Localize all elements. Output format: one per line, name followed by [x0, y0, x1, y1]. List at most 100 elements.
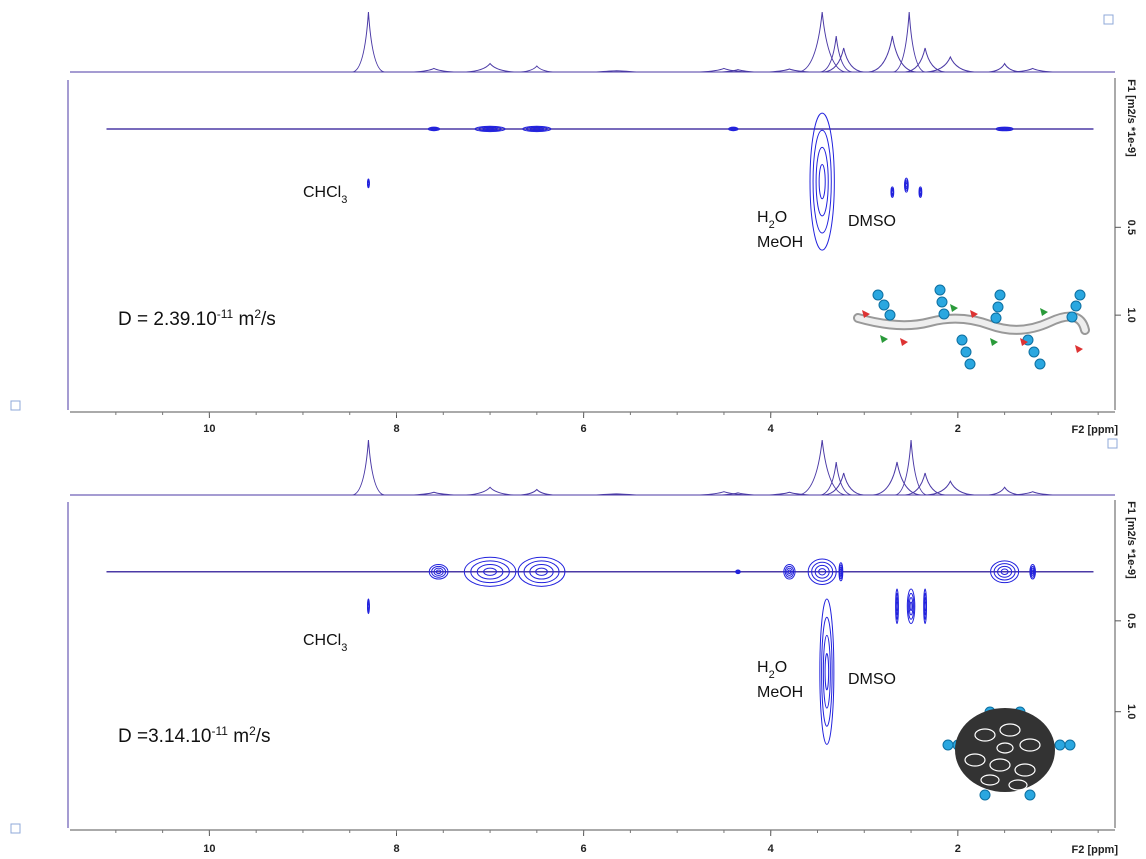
- annotation-part: DMSO: [848, 213, 896, 230]
- projection-peak: [721, 69, 755, 73]
- annotation: D = 2.39.10-11 m2/s: [118, 307, 276, 330]
- marker: [1103, 14, 1114, 25]
- annotation-part: CHCl: [303, 632, 341, 649]
- projection-peak: [894, 439, 928, 496]
- contour: [919, 190, 922, 194]
- y-axis-label: F1 [m2/s *1e-9]: [1125, 501, 1137, 579]
- projection-peak: [520, 65, 553, 73]
- contour: [731, 127, 735, 131]
- contour: [1030, 565, 1036, 578]
- contour: [478, 126, 502, 132]
- projection-peak: [352, 439, 385, 496]
- x-tick-label: 6: [581, 843, 587, 855]
- contour: [470, 560, 510, 584]
- y-tick-label: 0.5: [1125, 220, 1137, 235]
- contour: [821, 616, 833, 727]
- contour: [522, 125, 552, 133]
- contour: [1031, 569, 1034, 575]
- projection-peak: [820, 35, 853, 73]
- annotation-part: CHCl: [303, 184, 341, 201]
- contour: [906, 588, 916, 625]
- contour: [824, 653, 830, 691]
- contour: [839, 569, 843, 575]
- annotation: CHCl3: [303, 632, 347, 654]
- projection-peak: [1012, 67, 1053, 73]
- y-tick-label: 1.0: [1125, 307, 1137, 322]
- projection-peak: [905, 47, 946, 73]
- projection-peak: [413, 67, 454, 73]
- annotation-part: 2: [254, 307, 261, 321]
- x-tick-label: 4: [768, 423, 775, 435]
- contour: [535, 567, 548, 576]
- contour: [822, 634, 831, 709]
- contour: [736, 570, 740, 574]
- projection-peak: [823, 47, 864, 73]
- contour: [786, 567, 793, 576]
- molecule-illustration: [942, 706, 1076, 801]
- y-tick-label: 0.5: [1125, 613, 1137, 628]
- contour: [1029, 564, 1036, 580]
- y-axis-label: F1 [m2/s *1e-9]: [1125, 79, 1137, 157]
- contour: [435, 569, 442, 575]
- marker: [10, 400, 21, 411]
- y-tick-label: 1.0: [1125, 704, 1137, 719]
- x-tick-label: 2: [955, 843, 961, 855]
- projection-peak: [466, 62, 515, 73]
- annotation: MeOH: [757, 234, 803, 251]
- annotation-part: -11: [217, 307, 234, 321]
- contour: [908, 597, 914, 616]
- contour: [529, 564, 554, 580]
- annotation-part: 2: [769, 219, 775, 231]
- contour: [532, 127, 541, 131]
- contour: [367, 603, 370, 609]
- contour: [787, 569, 792, 575]
- contour: [517, 556, 566, 587]
- annotation: H2O: [757, 659, 787, 681]
- contour: [818, 164, 826, 200]
- projection-peak: [352, 11, 385, 73]
- annotation-part: DMSO: [848, 671, 896, 688]
- contour: [432, 127, 436, 131]
- contour: [1030, 567, 1035, 576]
- annotation-part: H: [757, 209, 769, 226]
- contour: [812, 129, 832, 234]
- projection-peak: [820, 461, 853, 496]
- annotation-part: H: [757, 659, 769, 676]
- x-tick-label: 10: [203, 423, 215, 435]
- projection-peak: [823, 472, 864, 496]
- projection-peak: [988, 486, 1021, 496]
- x-tick-label: 4: [768, 843, 775, 855]
- contour: [523, 560, 560, 584]
- contour: [990, 560, 1020, 584]
- annotation: D =3.14.10-11 m2/s: [118, 724, 271, 747]
- x-axis-label: F2 [ppm]: [1072, 844, 1119, 856]
- x-tick-label: 2: [955, 423, 961, 435]
- contour: [485, 127, 495, 131]
- annotation-part: m: [233, 309, 254, 330]
- x-tick-label: 10: [203, 843, 215, 855]
- marker: [10, 823, 21, 834]
- annotation: H2O: [757, 209, 787, 231]
- contour: [891, 190, 894, 194]
- projection-peak: [1012, 491, 1053, 496]
- annotation-part: -11: [212, 724, 229, 738]
- contour: [476, 564, 504, 580]
- annotation-part: /s: [256, 726, 271, 747]
- projection-peak: [721, 492, 755, 496]
- contour: [784, 565, 795, 578]
- contour: [814, 564, 830, 579]
- contour: [483, 567, 497, 576]
- contour: [474, 125, 506, 133]
- contour: [431, 565, 447, 578]
- projection-peak: [413, 491, 454, 496]
- contour: [807, 558, 837, 585]
- annotation-part: 3: [341, 642, 347, 654]
- projection-peak: [798, 11, 847, 73]
- x-tick-label: 8: [393, 843, 399, 855]
- molecule-illustration: [853, 284, 1090, 370]
- projection-peak: [798, 439, 847, 496]
- annotation-part: D =3.14.10: [118, 726, 212, 747]
- contour: [529, 127, 545, 131]
- contour: [819, 598, 835, 745]
